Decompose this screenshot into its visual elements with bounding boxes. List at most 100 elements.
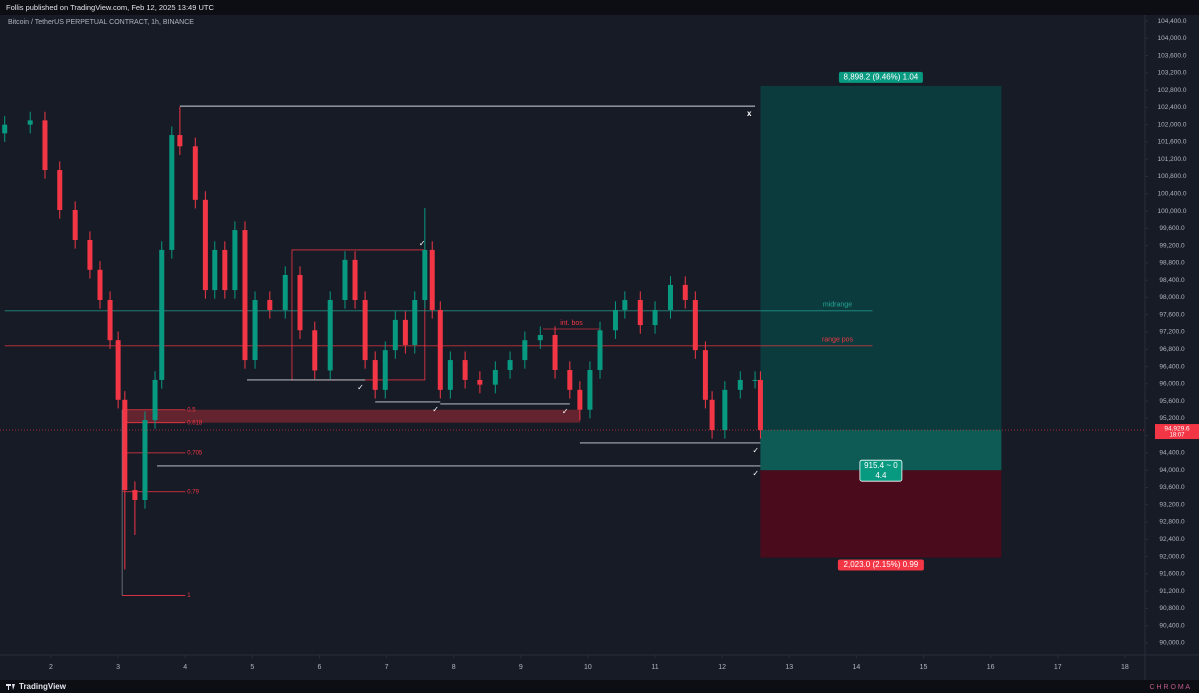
y-tick-label: 90,000.0	[1159, 640, 1185, 647]
stop-zone	[760, 470, 1002, 558]
candle-body	[327, 300, 333, 371]
countdown: 18:07	[1169, 433, 1185, 439]
x-tick-label: 15	[920, 664, 928, 671]
candle-body	[682, 284, 688, 301]
candle-body	[297, 274, 303, 331]
candle-body	[462, 360, 468, 380]
y-tick-label: 96,800.0	[1159, 346, 1185, 353]
candle-body	[177, 135, 183, 147]
candle-body	[342, 259, 348, 301]
y-tick-label: 90,800.0	[1159, 605, 1185, 612]
candle-body	[522, 340, 528, 361]
candle-body	[212, 249, 218, 291]
candle-body	[107, 300, 113, 341]
candle-body	[27, 120, 33, 125]
candle-body	[87, 240, 93, 270]
x-tick-label: 11	[651, 664, 658, 671]
candle-body	[429, 249, 435, 310]
candle-body	[362, 300, 368, 361]
y-tick-label: 102,800.0	[1158, 87, 1187, 94]
stop-badge	[837, 559, 924, 571]
y-tick-label: 99,200.0	[1159, 242, 1185, 249]
line-marker: ✓	[562, 407, 569, 416]
line-marker: ✓	[432, 405, 439, 414]
candle-body	[267, 300, 273, 310]
fib-label: 1	[187, 593, 191, 599]
y-tick-label: 91,200.0	[1159, 588, 1185, 595]
y-tick-label: 94,400.0	[1159, 450, 1185, 457]
candle-body	[142, 420, 148, 500]
last-price-badge	[1155, 424, 1199, 440]
y-tick-label: 95,200.0	[1159, 415, 1185, 422]
x-tick-label: 12	[718, 664, 726, 671]
line-marker: ✓	[357, 383, 364, 392]
candle-body	[159, 249, 165, 380]
stop-label: 2,023.0 (2.15%) 0.99	[844, 560, 919, 569]
y-tick-label: 101,200.0	[1158, 156, 1187, 163]
candle-body	[622, 300, 628, 310]
x-tick-label: 7	[385, 664, 389, 671]
center-label: 915.4 ~ 0	[864, 461, 898, 470]
footer-bar	[0, 680, 1199, 693]
candle-body	[477, 379, 483, 385]
target-label: 8,898.2 (9.46%) 1.04	[844, 73, 919, 82]
y-tick-label: 92,400.0	[1159, 536, 1185, 543]
candle-body	[72, 209, 78, 241]
candle-body	[637, 300, 643, 326]
brand: TradingView	[19, 682, 67, 691]
x-tick-label: 13	[785, 664, 793, 671]
candle-body	[152, 379, 158, 421]
candle-body	[132, 490, 138, 500]
candle-body	[567, 369, 573, 390]
header-bar	[0, 0, 1199, 15]
candle-body	[667, 284, 673, 310]
candle-body	[242, 230, 248, 361]
candle-body	[709, 399, 715, 431]
y-tick-label: 104,400.0	[1158, 18, 1187, 25]
y-tick-label: 103,600.0	[1158, 52, 1187, 59]
level-label: range pos	[822, 337, 854, 344]
candle-body	[382, 350, 388, 390]
y-tick-label: 102,400.0	[1158, 104, 1187, 111]
target-zone	[760, 85, 1002, 471]
x-tick-label: 6	[318, 664, 322, 671]
candle-body	[372, 360, 378, 390]
level-label: int. bos	[560, 320, 583, 327]
publisher: Follis published on TradingView.com, Feb…	[6, 3, 214, 12]
candle-body	[597, 330, 603, 370]
y-tick-label: 94,000.0	[1159, 467, 1185, 474]
candle-body	[192, 146, 198, 200]
y-tick-label: 95,600.0	[1159, 398, 1185, 405]
x-tick-label: 17	[1054, 664, 1062, 671]
candle-body	[447, 360, 453, 390]
line-marker: ✓	[752, 469, 759, 478]
fib-label: 0.79	[187, 489, 199, 495]
x-tick-label: 18	[1121, 664, 1129, 671]
candle-body	[222, 249, 228, 291]
candle-body	[692, 300, 698, 351]
center-label: 4.4	[875, 471, 887, 480]
line-marker: x	[747, 109, 752, 118]
candle-body	[312, 330, 318, 371]
candle-body	[702, 350, 708, 400]
watermark: C H R O M A	[1150, 684, 1191, 691]
candle-body	[737, 379, 743, 390]
y-tick-label: 103,200.0	[1158, 70, 1187, 77]
level-label: midrange	[823, 302, 852, 309]
x-tick-label: 8	[452, 664, 456, 671]
y-tick-label: 92,000.0	[1159, 553, 1185, 560]
candle-body	[282, 274, 288, 310]
y-tick-label: 92,800.0	[1159, 519, 1185, 526]
candle-body	[352, 259, 358, 301]
y-tick-label: 99,600.0	[1159, 225, 1185, 232]
y-tick-label: 93,600.0	[1159, 484, 1185, 491]
target-badge	[838, 71, 923, 83]
y-tick-label: 90,400.0	[1159, 622, 1185, 629]
candle-body	[252, 300, 258, 361]
fib-label: 0.5	[187, 407, 196, 413]
candle-body	[507, 360, 513, 370]
supply-zone	[122, 409, 580, 423]
logo	[6, 684, 15, 690]
y-tick-label: 100,000.0	[1158, 208, 1187, 215]
